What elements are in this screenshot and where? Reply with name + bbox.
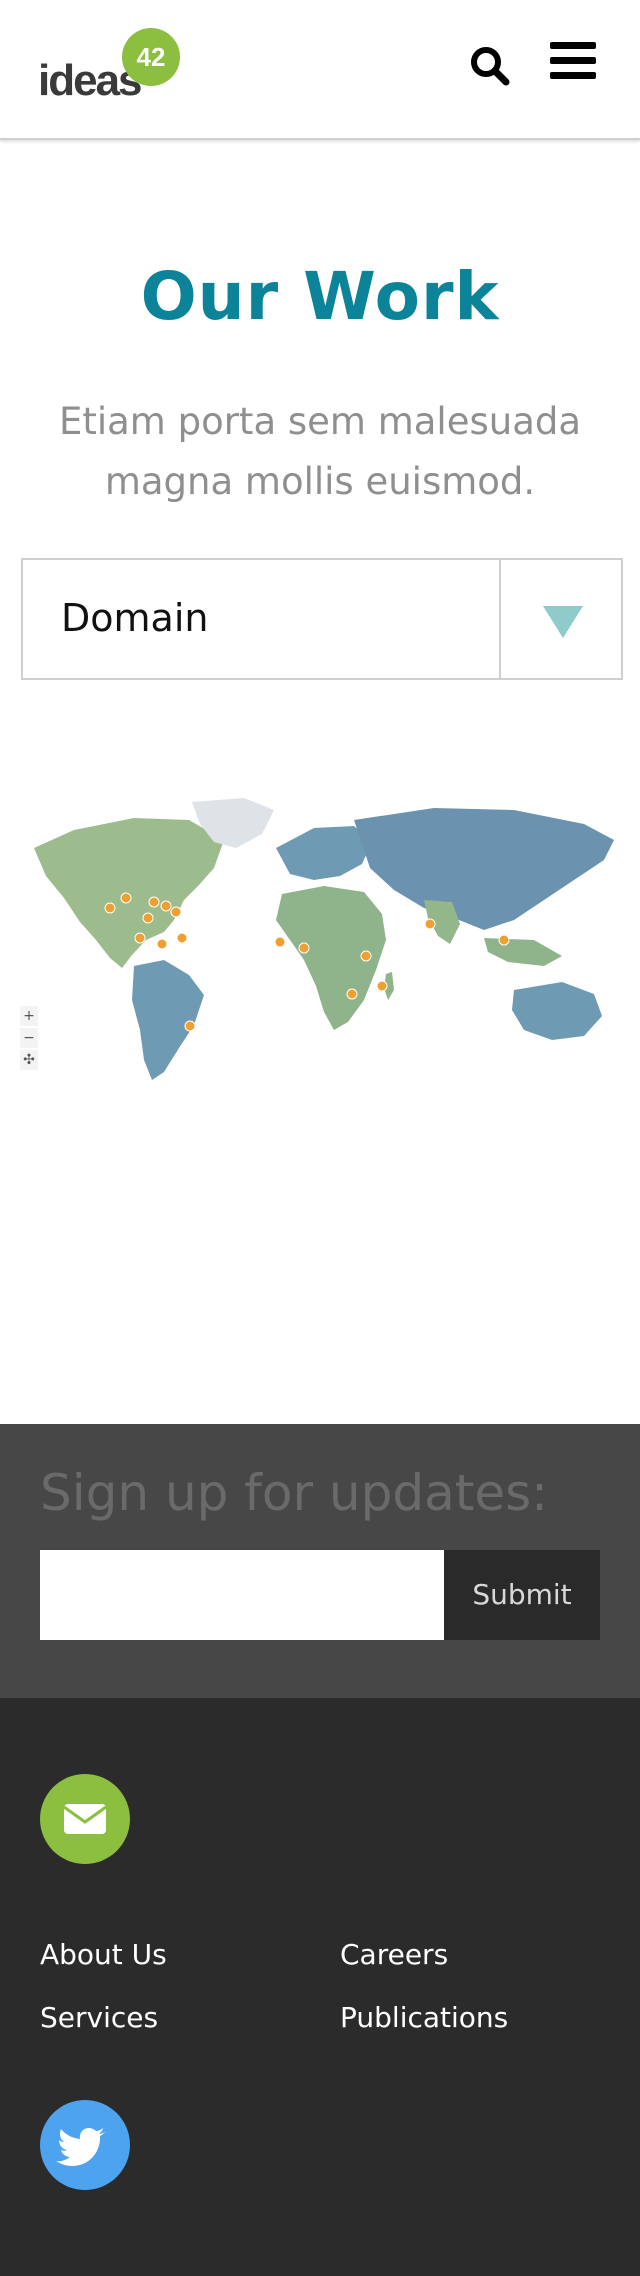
zoom-in-button[interactable]: + [20, 1006, 38, 1026]
map-marker [298, 942, 310, 954]
map-marker [176, 932, 188, 944]
dropdown-toggle[interactable] [499, 560, 621, 678]
map-marker [142, 912, 154, 924]
search-button[interactable] [468, 44, 512, 88]
zoom-out-button[interactable]: − [20, 1028, 38, 1048]
map-marker [156, 938, 168, 950]
page-title: Our Work [140, 258, 500, 335]
map-marker [424, 918, 436, 930]
domain-filter-dropdown[interactable]: Domain [21, 558, 623, 680]
ideas42-logo[interactable]: ideas 42 [38, 28, 188, 108]
south-america [132, 960, 204, 1080]
world-map[interactable] [14, 790, 626, 1090]
southeast-asia [484, 938, 562, 966]
signup-section: Sign up for updates: Submit [0, 1424, 640, 1698]
map-marker [134, 932, 146, 944]
logo-badge: 42 [122, 28, 180, 86]
site-header: ideas 42 [0, 0, 640, 140]
map-marker [170, 906, 182, 918]
africa [276, 886, 386, 1030]
map-marker [274, 936, 286, 948]
twitter-button[interactable] [40, 2100, 130, 2190]
search-icon [471, 47, 510, 86]
footer-link-about-us[interactable]: About Us [40, 1938, 167, 1971]
map-marker [184, 1020, 196, 1032]
map-marker [120, 892, 132, 904]
footer-link-services[interactable]: Services [40, 2001, 159, 2034]
pan-icon[interactable]: ✣ [20, 1050, 38, 1070]
map-marker [376, 980, 388, 992]
menu-button[interactable] [550, 42, 598, 86]
signup-submit-button[interactable]: Submit [444, 1550, 600, 1640]
greenland [192, 798, 274, 848]
twitter-icon [56, 2128, 106, 2166]
world-map-graphic [34, 798, 614, 1080]
email-contact-button[interactable] [40, 1774, 130, 1864]
australia [512, 982, 602, 1040]
triangle-down-icon [543, 606, 583, 638]
footer-link-publications[interactable]: Publications [340, 2001, 509, 2034]
page-subtitle: Etiam porta sem malesuada magna mollis e… [58, 400, 582, 503]
signup-title: Sign up for updates: [40, 1464, 548, 1522]
map-marker [148, 896, 160, 908]
map-marker [160, 900, 172, 912]
map-zoom-controls: + − ✣ [20, 1006, 38, 1072]
north-america [34, 818, 224, 968]
map-marker [498, 934, 510, 946]
dropdown-selected-value: Domain [61, 596, 209, 640]
hamburger-menu-icon [550, 42, 596, 49]
europe [276, 826, 372, 880]
map-marker [104, 902, 116, 914]
footer-link-careers[interactable]: Careers [340, 1938, 449, 1971]
envelope-icon [63, 1804, 107, 1834]
india [424, 900, 460, 944]
signup-email-input[interactable] [40, 1550, 444, 1640]
map-marker [360, 950, 372, 962]
asia [354, 808, 614, 930]
map-marker [346, 988, 358, 1000]
madagascar [384, 972, 394, 1000]
site-footer: About Us Careers Services Publications [0, 1698, 640, 2276]
